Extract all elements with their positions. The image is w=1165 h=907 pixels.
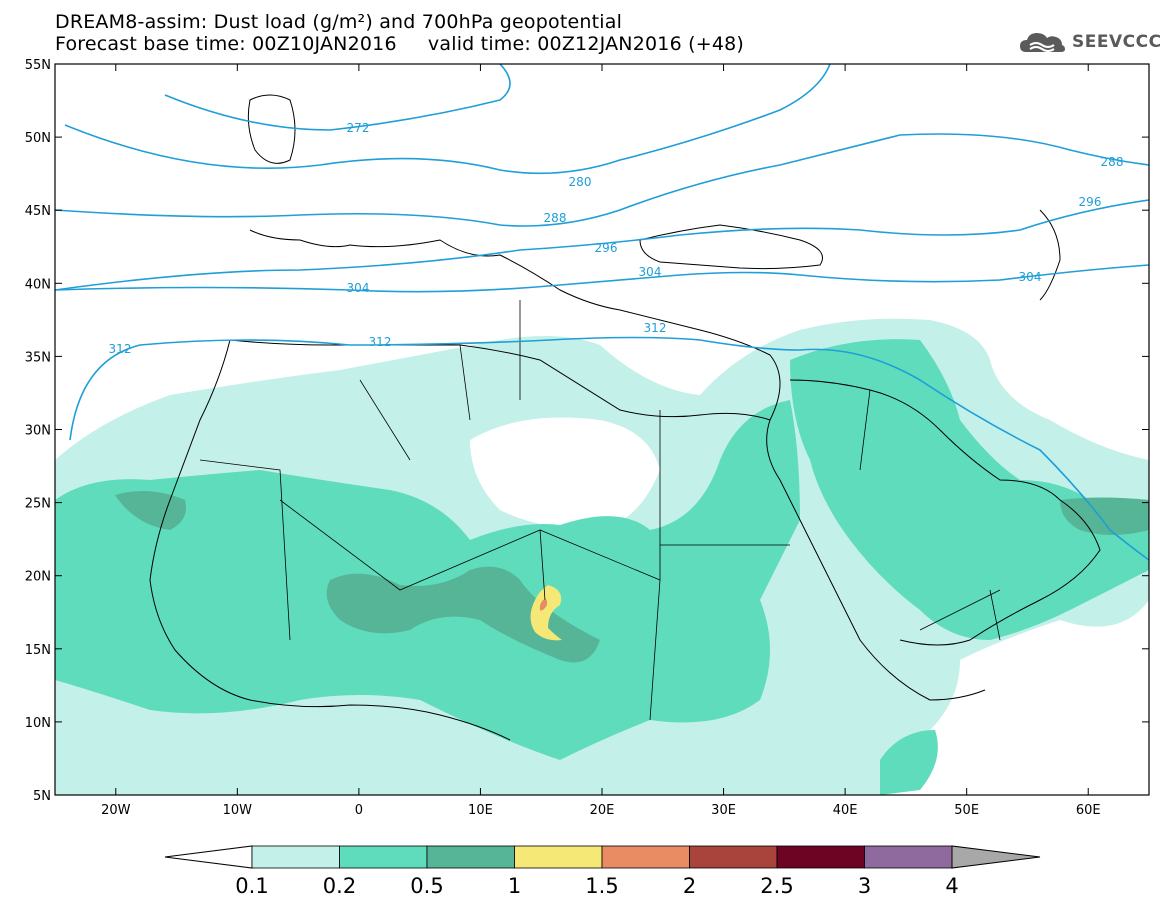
dust-region-mid-east — [790, 339, 1149, 640]
lon-label: 50E — [954, 803, 979, 818]
contour-labels: 272 280 288 296 304 304 312 312 312 296 304 288 — [109, 121, 1124, 356]
contour-272 — [164, 64, 511, 131]
longitude-axis: 20W 10W 0 10E 20E 30E 40E 50E 60E — [101, 64, 1101, 818]
colorbar-segment — [426, 845, 515, 869]
contour-label: 296 — [595, 241, 618, 255]
colorbar-under-triangle — [164, 845, 253, 869]
lat-label: 5N — [33, 789, 51, 804]
lat-label: 55N — [25, 58, 51, 73]
colorbar-label: 3 — [858, 874, 871, 898]
lat-label: 15N — [25, 643, 51, 658]
lon-label: 20E — [590, 803, 615, 818]
lon-label: 60E — [1076, 803, 1101, 818]
coast-britain — [247, 94, 296, 164]
dust-region-peak — [530, 585, 562, 641]
colorbar-label: 0.5 — [410, 874, 443, 898]
dust-region-peak-core — [539, 599, 548, 611]
lon-label: 10W — [223, 803, 253, 818]
contour-label: 296 — [1079, 195, 1102, 209]
colorbar-segment — [514, 845, 603, 869]
dust-region-high-3 — [1060, 497, 1149, 535]
coast-europe-africa — [249, 229, 986, 701]
lat-label: 20N — [25, 570, 51, 585]
lon-label: 0 — [355, 803, 363, 818]
lat-label: 45N — [25, 204, 51, 219]
lat-label: 50N — [25, 131, 51, 146]
lon-label: 10E — [468, 803, 493, 818]
lat-label: 30N — [25, 424, 51, 439]
colorbar-label: 1.5 — [585, 874, 618, 898]
dust-field — [55, 318, 1149, 795]
colorbar-over-triangle — [951, 845, 1041, 869]
contour-296 — [55, 199, 1149, 291]
contour-label: 304 — [1019, 270, 1042, 284]
colorbar-segment — [339, 845, 428, 869]
contour-label: 312 — [369, 335, 392, 349]
seevccc-logo: SEEVCCC — [1018, 26, 1162, 58]
lat-label: 35N — [25, 350, 51, 365]
contour-label: 304 — [639, 265, 662, 279]
dust-region-mid-horn — [880, 730, 938, 795]
contour-280 — [64, 64, 831, 175]
colorbar-segment — [864, 845, 953, 869]
colorbar-segment — [251, 845, 340, 869]
colorbar-segment — [601, 845, 690, 869]
colorbar-label: 0.1 — [235, 874, 268, 898]
latitude-axis: 55N 50N 45N 40N 35N 30N 25N 20N 15N 10N 5N — [25, 58, 1149, 804]
colorbar-label: 4 — [945, 874, 958, 898]
contour-label: 280 — [569, 175, 592, 189]
colorbar-label: 1 — [508, 874, 521, 898]
coast-west-africa — [149, 339, 511, 741]
contour-label: 272 — [347, 121, 370, 135]
colorbar-label: 0.2 — [323, 874, 356, 898]
colorbar-segment — [776, 845, 865, 869]
coast-arabia — [789, 379, 1101, 646]
coastlines — [149, 94, 1101, 741]
contour-label: 312 — [109, 342, 132, 356]
lat-label: 40N — [25, 277, 51, 292]
coast-north-africa — [229, 339, 771, 421]
chart-title-line1: DREAM8-assim: Dust load (g/m²) and 700hP… — [55, 11, 623, 33]
dust-gap-north — [470, 417, 660, 530]
colorbar-label: 2 — [683, 874, 696, 898]
dust-region-high-1 — [326, 566, 600, 663]
colorbar: 0.1 0.2 0.5 1 1.5 2 2.5 3 4 — [164, 845, 1041, 898]
contour-label: 288 — [1101, 155, 1124, 169]
dust-region-mid-west — [55, 400, 800, 760]
lon-label: 20W — [101, 803, 131, 818]
lon-label: 30E — [711, 803, 736, 818]
geopotential-contours — [55, 64, 1149, 561]
coast-black-sea — [639, 224, 823, 270]
colorbar-label: 2.5 — [760, 874, 793, 898]
contour-label: 312 — [644, 321, 667, 335]
coast-caspian — [1039, 209, 1061, 301]
dust-region-high-2 — [115, 491, 186, 530]
contour-304 — [55, 264, 1149, 293]
contour-label: 304 — [347, 281, 370, 295]
lon-label: 40E — [833, 803, 858, 818]
contour-312 — [69, 336, 1149, 561]
border-lines — [199, 300, 1001, 721]
contour-288-west — [55, 133, 1149, 227]
logo-text: SEEVCCC — [1072, 32, 1162, 52]
chart-title-line2: Forecast base time: 00Z10JAN2016 valid t… — [55, 33, 745, 55]
lat-label: 10N — [25, 716, 51, 731]
contour-label: 288 — [544, 211, 567, 225]
cloud-logo-icon — [1020, 33, 1065, 52]
colorbar-segment — [689, 845, 778, 869]
lat-label: 25N — [25, 497, 51, 512]
